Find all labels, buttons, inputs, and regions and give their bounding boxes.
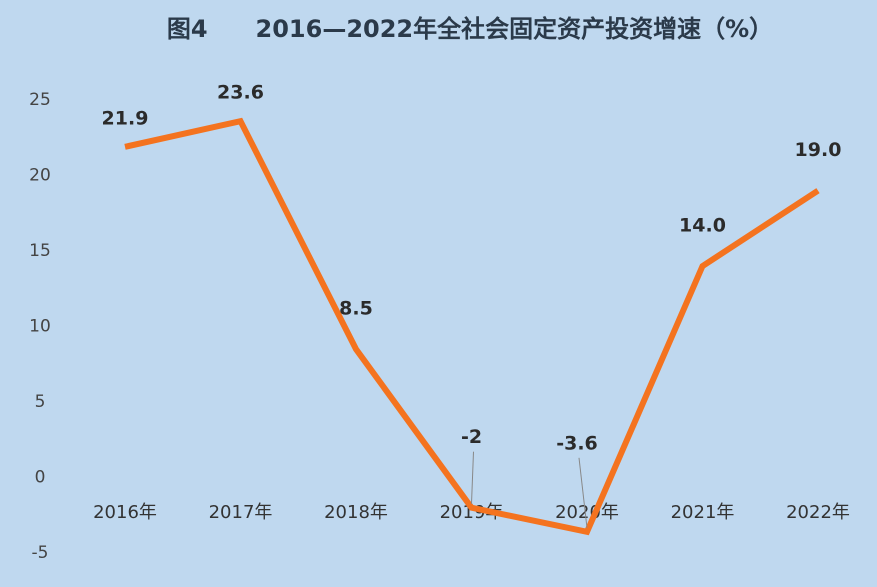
value-label: -3.6 xyxy=(556,432,598,454)
x-tick-label: 2022年 xyxy=(786,502,850,523)
y-tick-label: -5 xyxy=(32,543,49,563)
x-tick-label: 2021年 xyxy=(671,502,735,523)
x-tick-label: 2020年 xyxy=(555,502,619,523)
leader-line xyxy=(578,457,588,528)
x-tick-label: 2016年 xyxy=(93,502,157,523)
y-tick-label: 25 xyxy=(29,90,51,110)
y-tick-label: 0 xyxy=(35,468,46,488)
value-label: -2 xyxy=(461,426,482,448)
y-tick-label: 10 xyxy=(29,317,51,337)
value-label: 19.0 xyxy=(795,139,842,161)
value-label: 14.0 xyxy=(679,215,726,237)
chart-title: 图4 2016—2022年全社会固定资产投资增速（%） xyxy=(167,15,773,43)
y-tick-label: 5 xyxy=(35,392,46,412)
x-tick-label: 2019年 xyxy=(440,502,504,523)
x-tick-label: 2018年 xyxy=(324,502,388,523)
leader-line xyxy=(471,451,474,504)
value-label: 21.9 xyxy=(102,107,149,129)
y-tick-label: 15 xyxy=(29,241,51,261)
x-tick-label: 2017年 xyxy=(209,502,273,523)
y-tick-label: 20 xyxy=(29,166,51,186)
line xyxy=(124,117,820,536)
value-label: 8.5 xyxy=(339,298,373,320)
value-label: 23.6 xyxy=(217,82,264,104)
